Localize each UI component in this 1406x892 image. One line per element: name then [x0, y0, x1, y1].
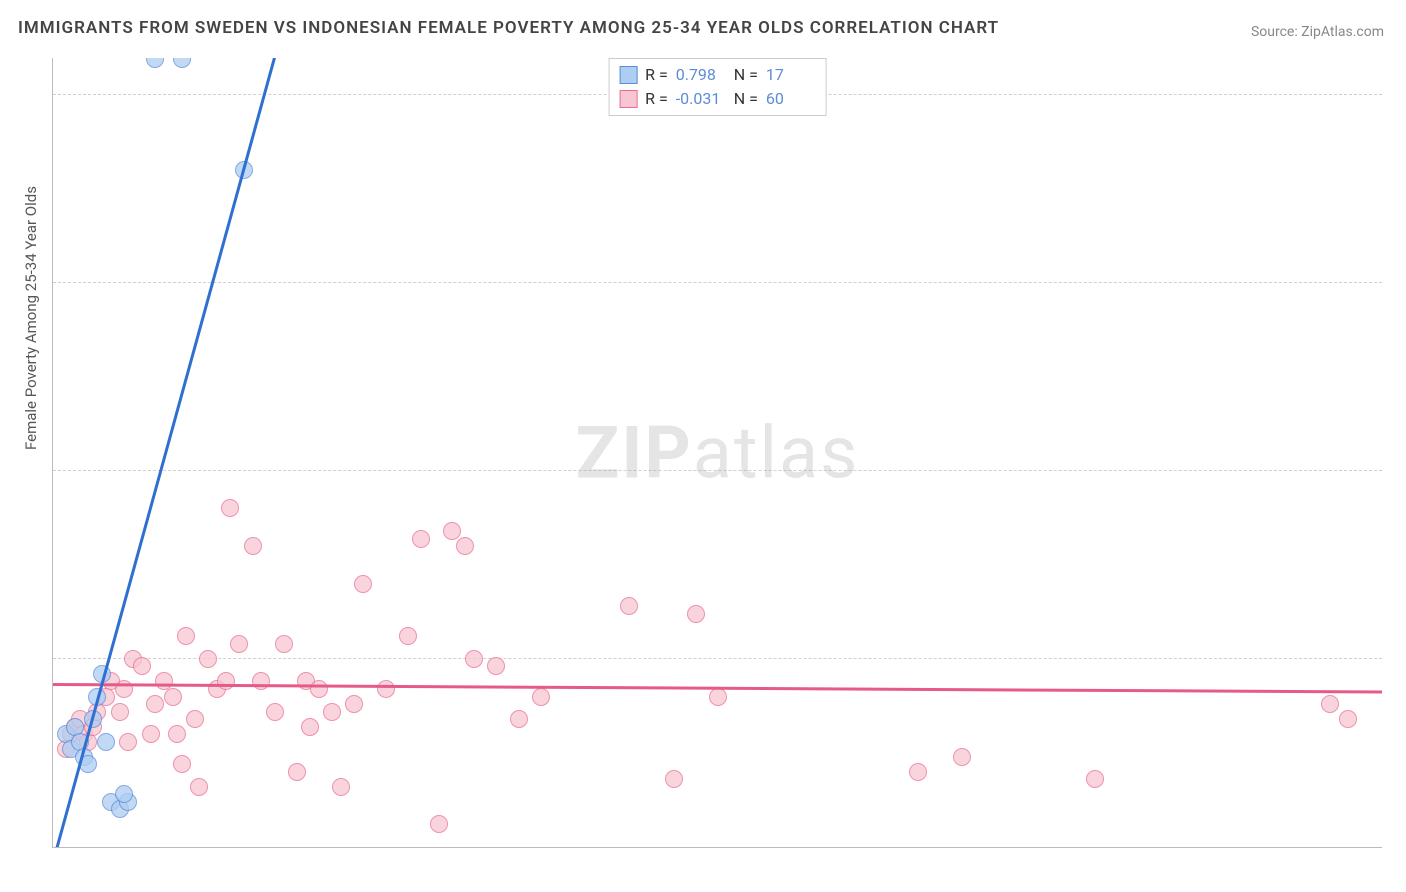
data-point — [532, 688, 550, 706]
data-point — [443, 522, 461, 540]
data-point — [909, 763, 927, 781]
data-point — [620, 597, 638, 615]
data-point — [173, 58, 191, 68]
data-point — [186, 710, 204, 728]
data-point — [221, 499, 239, 517]
data-point — [266, 703, 284, 721]
data-point — [1321, 695, 1339, 713]
data-point — [199, 650, 217, 668]
data-point — [301, 718, 319, 736]
data-point — [456, 537, 474, 555]
data-point — [275, 635, 293, 653]
data-point — [119, 733, 137, 751]
gridline — [53, 470, 1382, 471]
correlation-legend: R = 0.798 N = 17 R = -0.031 N = 60 — [608, 58, 827, 116]
source-attribution: Source: ZipAtlas.com — [1251, 24, 1384, 40]
x-tick-mark — [275, 847, 276, 848]
gridline — [53, 282, 1382, 283]
data-point — [354, 575, 372, 593]
data-point — [332, 778, 350, 796]
data-point — [190, 778, 208, 796]
data-point — [164, 688, 182, 706]
x-tick-mark — [718, 847, 719, 848]
data-point — [487, 657, 505, 675]
data-point — [217, 672, 235, 690]
data-point — [97, 733, 115, 751]
data-point — [510, 710, 528, 728]
data-point — [133, 657, 151, 675]
data-point — [244, 537, 262, 555]
data-point — [1086, 770, 1104, 788]
legend-row-sweden: R = 0.798 N = 17 — [619, 63, 816, 87]
x-tick-mark — [53, 847, 54, 848]
swatch-indonesians — [619, 90, 637, 108]
data-point — [252, 672, 270, 690]
swatch-sweden — [619, 66, 637, 84]
data-point — [323, 703, 341, 721]
data-point — [115, 785, 133, 803]
data-point — [288, 763, 306, 781]
data-point — [412, 530, 430, 548]
data-point — [1339, 710, 1357, 728]
data-point — [111, 703, 129, 721]
data-point — [665, 770, 683, 788]
gridline — [53, 658, 1382, 659]
data-point — [168, 725, 186, 743]
data-point — [953, 748, 971, 766]
y-axis-label: Female Poverty Among 25-34 Year Olds — [22, 186, 40, 450]
data-point — [377, 680, 395, 698]
data-point — [709, 688, 727, 706]
data-point — [142, 725, 160, 743]
data-point — [177, 627, 195, 645]
scatter-chart: ZIPatlas R = 0.798 N = 17 R = -0.031 N =… — [52, 58, 1382, 848]
data-point — [310, 680, 328, 698]
data-point — [345, 695, 363, 713]
watermark: ZIPatlas — [576, 410, 860, 495]
data-point — [230, 635, 248, 653]
data-point — [399, 627, 417, 645]
data-point — [173, 755, 191, 773]
data-point — [146, 58, 164, 68]
x-tick-mark — [496, 847, 497, 848]
data-point — [146, 695, 164, 713]
data-point — [430, 815, 448, 833]
data-point — [687, 605, 705, 623]
x-tick-mark — [940, 847, 941, 848]
legend-row-indonesians: R = -0.031 N = 60 — [619, 87, 816, 111]
x-tick-mark — [1161, 847, 1162, 848]
data-point — [465, 650, 483, 668]
chart-title: IMMIGRANTS FROM SWEDEN VS INDONESIAN FEM… — [18, 18, 999, 38]
